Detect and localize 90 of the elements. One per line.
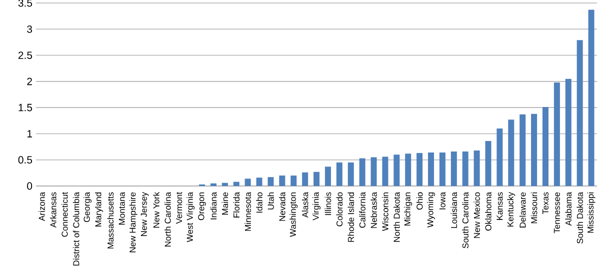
x-tick-label: Montana <box>118 192 125 225</box>
bar <box>336 162 342 186</box>
bar <box>324 166 331 186</box>
x-tick-label: Kentucky <box>507 192 516 226</box>
y-tick-label: 2.5 <box>18 52 32 59</box>
bar <box>531 114 538 186</box>
x-tick-label: Arkansas <box>50 192 56 228</box>
x-tick-label: Iowa <box>439 192 446 210</box>
x-tick-label: West Virginia <box>186 192 195 242</box>
y-tick-label: 3 <box>27 25 32 33</box>
bar <box>244 178 251 186</box>
bar <box>576 40 583 186</box>
bar <box>348 162 354 186</box>
x-tick-label: Indiana <box>210 192 217 220</box>
x-tick-label: Massachusetts <box>107 192 114 248</box>
bar <box>314 172 320 186</box>
bar <box>588 10 594 186</box>
x-tick-label: Nevada <box>279 192 286 221</box>
y-tick-label: 0 <box>27 182 32 190</box>
bar <box>462 151 468 186</box>
bar <box>405 154 412 186</box>
bar <box>496 128 503 186</box>
bar <box>370 157 377 186</box>
x-tick-label: Illinois <box>324 192 332 215</box>
x-tick-label: Colorado <box>336 192 343 226</box>
bar <box>279 176 286 186</box>
x-tick-label: Oklahoma <box>485 192 492 231</box>
bar <box>439 152 446 186</box>
bar <box>256 178 262 186</box>
x-tick-label: Florida <box>233 192 240 218</box>
x-tick-label: Mississippi <box>587 192 596 233</box>
bar <box>485 141 492 186</box>
bar <box>210 183 216 186</box>
bar <box>508 120 514 186</box>
x-tick-label: Maine <box>222 192 228 215</box>
x-tick-label: New York <box>153 192 160 228</box>
bar <box>222 182 228 186</box>
x-tick-label: Rhode Island <box>348 192 354 242</box>
x-tick-label: Missouri <box>530 192 538 224</box>
bar <box>302 172 308 186</box>
bar <box>554 82 560 186</box>
x-tick-label: Maryland <box>94 192 103 226</box>
x-tick-label: Minnesota <box>244 192 251 231</box>
bar <box>290 176 297 186</box>
x-tick-label: Louisiana <box>450 192 458 228</box>
y-tick-label: 1 <box>27 130 32 138</box>
x-tick-label: South Dakota <box>576 192 583 244</box>
x-tick-label: Michigan <box>404 192 412 226</box>
bar <box>382 156 388 186</box>
x-tick-label: New Jersey <box>140 192 149 236</box>
x-tick-label: Utah <box>268 192 274 210</box>
x-tick-label: Vermont <box>176 192 182 224</box>
x-tick-label: Virginia <box>312 192 321 220</box>
x-tick-label: North Dakota <box>394 192 400 242</box>
x-tick-label: Delaware <box>519 192 526 228</box>
x-tick-label: Tennessee <box>554 192 560 234</box>
x-tick-label: Georgia <box>84 192 92 222</box>
x-tick-label: Washington <box>290 192 298 237</box>
x-tick-label: Oregon <box>198 192 206 220</box>
x-tick-label: Texas <box>542 192 548 214</box>
bar <box>450 151 457 186</box>
bar <box>233 182 240 186</box>
y-tick-label: 1.5 <box>18 104 32 112</box>
bar <box>416 153 423 186</box>
x-tick-label: New Mexico <box>474 192 480 238</box>
bar <box>394 154 400 186</box>
x-tick-label: District of Columbia <box>72 192 80 266</box>
x-tick-label: Wyoming <box>427 192 435 228</box>
bar <box>268 177 274 186</box>
bar <box>565 78 572 186</box>
x-tick-label: Idaho <box>256 192 262 213</box>
x-tick-label: Arizona <box>38 192 45 221</box>
x-tick-label: South Carolina <box>462 192 468 248</box>
x-tick-label: Nebraska <box>370 192 377 228</box>
x-tick-label: California <box>359 192 366 228</box>
bar <box>359 158 366 186</box>
x-tick-label: Connecticut <box>61 192 68 237</box>
bar <box>542 107 548 186</box>
x-tick-label: New Hampshire <box>129 192 138 252</box>
x-tick-label: Kansas <box>496 192 503 220</box>
y-tick-label: 0.5 <box>18 156 32 164</box>
x-tick-label: Alabama <box>565 192 572 226</box>
bar <box>474 150 480 186</box>
x-tick-label: Alaska <box>302 192 308 218</box>
y-tick-label: 2 <box>27 78 32 86</box>
x-tick-label: Ohio <box>416 192 423 210</box>
bar <box>428 152 434 186</box>
bar <box>520 114 526 186</box>
x-tick-label: North Carolina <box>164 192 171 246</box>
x-tick-label: Wisconsin <box>382 192 388 231</box>
